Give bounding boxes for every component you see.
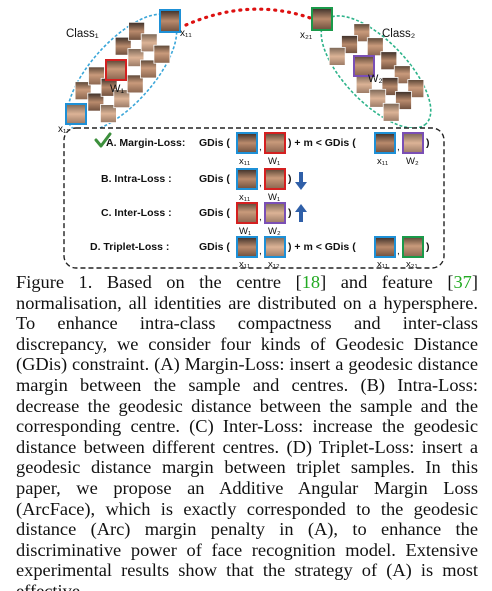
face-thumbnail: [87, 92, 105, 112]
class1-w1-label: W₁: [110, 83, 124, 95]
row-b-face-x11: [236, 168, 258, 190]
class1-x12-face: [65, 103, 87, 125]
class1-label: Class₁: [66, 28, 99, 40]
row-inter-loss: C. Inter-Loss : GDis ( , ) W₁ W₂: [101, 202, 307, 237]
row-d-face-x11b: [374, 236, 396, 258]
class1-x12-label: x₁₂: [58, 124, 70, 135]
row-c-label-2: W₂: [268, 226, 281, 237]
caption-mid: ] and feature [: [320, 272, 454, 292]
face-thumbnail: [366, 37, 384, 57]
class1-x11-label: x₁₁: [180, 28, 192, 39]
center-link: [184, 7, 318, 27]
citation-link[interactable]: 18: [301, 272, 321, 292]
row-b-label-1: x₁₁: [239, 192, 250, 203]
face-thumbnail: [113, 89, 131, 109]
figure: Class₁ Class₂ x₁₁ W₁ x₁₂ x₂₁ W₂ A. Margi…: [0, 0, 492, 270]
row-b-face-w1: [264, 168, 286, 190]
class1-x11-face: [159, 9, 181, 33]
face-thumbnail: [126, 74, 144, 94]
row-a-face-w1: [264, 132, 286, 154]
check-icon: [94, 132, 112, 148]
row-b-label-2: W₁: [268, 192, 280, 203]
row-a-face-x11: [236, 132, 258, 154]
row-d-face-x11: [236, 236, 258, 258]
row-d-face-x21: [402, 236, 424, 258]
row-d-close: ): [426, 241, 430, 253]
caption-lead: Figure 1. Based on the centre [: [16, 272, 302, 292]
class2-w2-label: W₂: [368, 73, 383, 85]
row-margin-loss: A. Margin-Loss: GDis ( , ) + m < GDis ( …: [106, 132, 430, 167]
class2-cluster: [320, 15, 432, 129]
face-thumbnail: [100, 104, 117, 123]
caption-body: ] normalisation, all identities are dist…: [16, 272, 478, 591]
svg-text:,: ,: [259, 212, 262, 223]
row-a-label-2: W₁: [268, 156, 280, 167]
row-triplet-loss: D. Triplet-Loss : GDis ( , ) + m < GDis …: [90, 236, 430, 270]
row-d-label-2: x₁₂: [268, 259, 280, 270]
increase-arrow-icon: [295, 204, 307, 222]
row-c-close: ): [288, 207, 292, 219]
face-thumbnail: [328, 47, 346, 66]
svg-text:,: ,: [259, 246, 262, 257]
class2-x21-face: [311, 7, 333, 31]
class2-ellipse: [320, 15, 432, 129]
class2-w2-face: [353, 55, 375, 77]
face-thumbnail: [382, 102, 400, 122]
row-b-title: B. Intra-Loss :: [101, 173, 172, 185]
svg-text:,: ,: [259, 178, 262, 189]
face-thumbnail: [88, 66, 105, 86]
row-a-face-w2: [402, 132, 424, 154]
row-c-open: GDis (: [199, 207, 230, 219]
row-d-label-1: x₁₁: [239, 259, 250, 270]
face-thumbnail: [127, 48, 145, 67]
svg-text:,: ,: [259, 142, 262, 153]
row-intra-loss: B. Intra-Loss : GDis ( , ) x₁₁ W₁: [101, 168, 307, 203]
row-a-close: ): [426, 137, 430, 149]
class1-w1-face: [105, 59, 127, 81]
row-a-open: GDis (: [199, 137, 230, 149]
row-c-face-w1: [236, 202, 258, 224]
face-thumbnail: [128, 21, 146, 41]
svg-text:,: ,: [397, 246, 400, 257]
svg-text:,: ,: [397, 142, 400, 153]
row-c-label-1: W₁: [239, 226, 251, 237]
face-thumbnail: [114, 36, 132, 56]
citation-link[interactable]: 37: [453, 272, 472, 292]
constraints-panel: [63, 127, 445, 269]
row-d-mid: ) + m < GDis (: [288, 241, 356, 253]
face-thumbnail: [140, 59, 157, 79]
row-c-title: C. Inter-Loss :: [101, 207, 172, 219]
row-d-open: GDis (: [199, 241, 230, 253]
row-d-label-3: x₁₁: [377, 259, 388, 270]
figure-caption: Figure 1. Based on the centre [18] and f…: [16, 272, 478, 591]
row-a-label-1: x₁₁: [239, 156, 250, 167]
row-c-face-w2: [264, 202, 286, 224]
face-thumbnail: [369, 88, 387, 108]
class2-face-thumbnails: [328, 23, 425, 122]
face-thumbnail: [380, 51, 398, 71]
row-d-label-4: x₂₁: [406, 259, 418, 270]
row-b-open: GDis (: [199, 173, 230, 185]
row-a-face-x11b: [374, 132, 396, 154]
row-d-title: D. Triplet-Loss :: [90, 241, 169, 253]
face-thumbnail: [74, 81, 92, 101]
class2-x21-label: x₂₁: [300, 30, 313, 41]
class2-label: Class₂: [382, 28, 415, 40]
row-b-close: ): [288, 173, 292, 185]
row-d-face-x12: [264, 236, 286, 258]
class1-cluster: [66, 13, 178, 133]
row-a-title: A. Margin-Loss:: [106, 137, 185, 149]
row-a-mid: ) + m < GDis (: [288, 137, 356, 149]
row-a-label-3: x₁₁: [377, 156, 388, 167]
face-thumbnail: [140, 33, 158, 53]
row-a-label-4: W₂: [406, 156, 419, 167]
decrease-arrow-icon: [295, 172, 307, 190]
face-thumbnail: [153, 44, 171, 64]
class1-face-thumbnails: [74, 21, 171, 123]
